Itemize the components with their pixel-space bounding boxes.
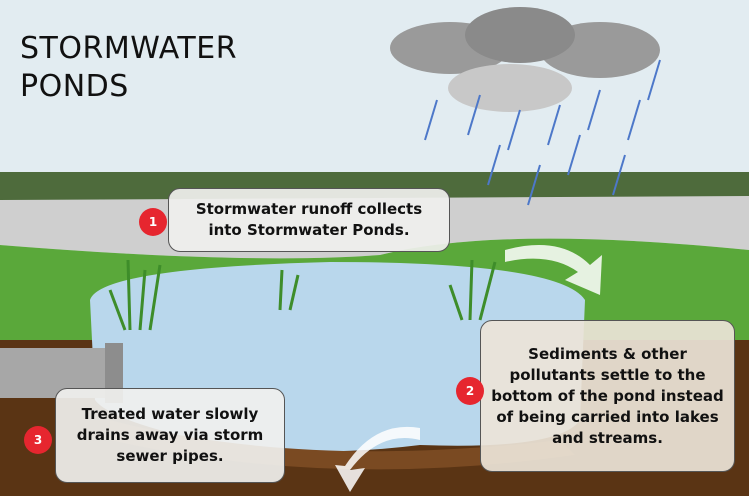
cloud	[465, 7, 575, 63]
step-box: Treated water slowly drains away via sto…	[55, 388, 285, 483]
cloud	[448, 64, 572, 112]
title: STORMWATER PONDS	[20, 30, 280, 106]
step-number: 1	[139, 208, 167, 236]
step-number: 3	[24, 426, 52, 454]
page: STORMWATER PONDS Stormwater runoff colle…	[0, 0, 749, 496]
step-number: 2	[456, 377, 484, 405]
step-box: Stormwater runoff collects into Stormwat…	[168, 188, 450, 252]
step-box: Sediments & other pollutants settle to t…	[480, 320, 735, 472]
